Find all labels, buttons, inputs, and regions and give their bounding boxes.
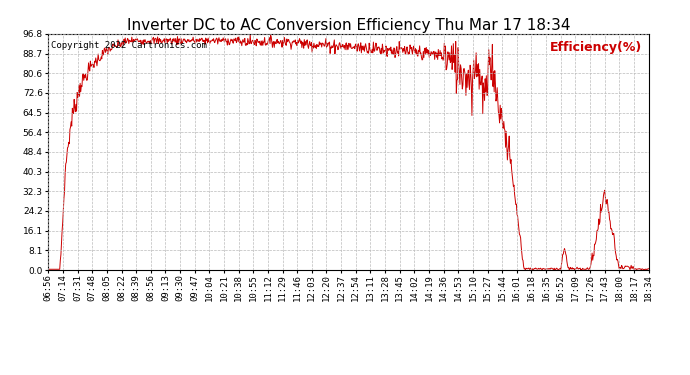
Title: Inverter DC to AC Conversion Efficiency Thu Mar 17 18:34: Inverter DC to AC Conversion Efficiency … xyxy=(127,18,570,33)
Text: Copyright 2022 Cartronics.com: Copyright 2022 Cartronics.com xyxy=(51,41,207,50)
Text: Efficiency(%): Efficiency(%) xyxy=(551,41,642,54)
